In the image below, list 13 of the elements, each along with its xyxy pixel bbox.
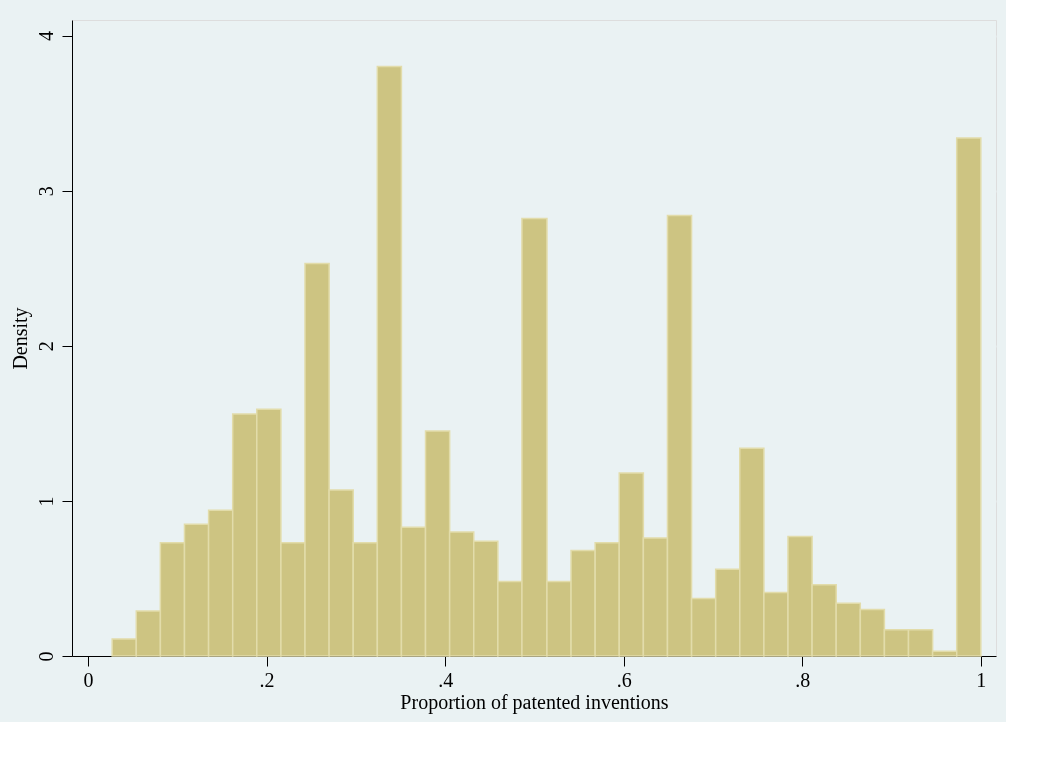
x-tick-label: 1: [976, 668, 987, 691]
x-tick-label: 0: [83, 668, 94, 691]
y-tick-label: 1: [34, 496, 57, 507]
y-axis-title: Density: [8, 307, 32, 370]
x-axis-title: Proportion of patented inventions: [400, 690, 669, 714]
x-tick-label: .2: [259, 668, 275, 691]
x-tick-label: .4: [438, 668, 454, 691]
y-tick-label: 0: [34, 651, 57, 662]
x-tick-label: .6: [616, 668, 632, 691]
x-tick-label: .8: [795, 668, 811, 691]
y-tick-label: 2: [34, 341, 57, 352]
y-tick-label: 3: [34, 186, 57, 197]
y-tick-label: 4: [34, 31, 57, 42]
